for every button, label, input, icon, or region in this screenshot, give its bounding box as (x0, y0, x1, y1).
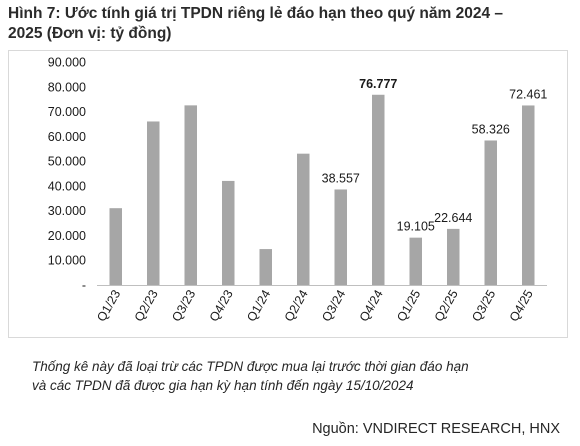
chart-title-line-1: Hình 7: Ước tính giá trị TPDN riêng lẻ đ… (8, 5, 503, 22)
x-tick-label: Q3/24 (319, 287, 348, 324)
x-tick-label: Q2/24 (282, 287, 311, 324)
x-tick-label: Q4/23 (207, 287, 236, 324)
x-tick-label: Q4/24 (357, 287, 386, 324)
bar-q3-24 (334, 189, 347, 285)
y-tick-label: 90.000 (48, 56, 86, 70)
y-tick-label: 80.000 (48, 80, 86, 94)
bar-q4-23 (222, 180, 235, 285)
data-label: 19.105 (397, 220, 435, 234)
x-tick-label: Q1/25 (394, 287, 423, 324)
y-tick-label: - (82, 279, 86, 293)
bar-q2-24 (297, 153, 310, 285)
chart-note: Thống kê này đã loại trừ các TPDN được m… (32, 357, 469, 395)
source-credit: Nguồn: VNDIRECT RESEARCH, HNX (312, 421, 560, 437)
bar-q3-23 (184, 105, 197, 285)
y-tick-label: 70.000 (48, 105, 86, 119)
chart-title-line-2: 2025 (Đơn vị: tỷ đồng) (8, 25, 172, 42)
bar-q4-24 (372, 94, 385, 285)
chart-frame (8, 50, 568, 338)
bar-q1-25 (409, 237, 422, 285)
x-tick-label: Q1/23 (94, 287, 123, 324)
x-tick-label: Q4/25 (507, 287, 536, 324)
y-tick-label: 20.000 (48, 229, 86, 243)
y-tick-label: 10.000 (48, 254, 86, 268)
bar-q1-24 (259, 249, 272, 285)
chart-note-line-1: Thống kê này đã loại trừ các TPDN được m… (32, 359, 469, 374)
y-tick-label: 60.000 (48, 130, 86, 144)
y-tick-label: 50.000 (48, 155, 86, 169)
x-tick-label: Q1/24 (244, 287, 273, 324)
y-tick-label: 40.000 (48, 179, 86, 193)
x-tick-label: Q2/23 (132, 287, 161, 324)
bar-q2-23 (147, 121, 160, 285)
y-tick-label: 30.000 (48, 204, 86, 218)
bar-q4-25 (522, 105, 535, 286)
bar-q3-25 (484, 140, 497, 285)
data-label: 22.644 (434, 211, 472, 225)
data-label: 76.777 (359, 77, 397, 91)
data-label: 38.557 (322, 171, 360, 185)
x-tick-label: Q3/23 (169, 287, 198, 324)
x-tick-label: Q2/25 (432, 287, 461, 324)
bar-q2-25 (447, 228, 460, 285)
chart-title: Hình 7: Ước tính giá trị TPDN riêng lẻ đ… (8, 4, 574, 44)
data-label: 72.461 (509, 87, 547, 101)
chart-note-line-2: và các TPDN đã được gia hạn kỳ hạn tính … (32, 378, 414, 393)
bar-q1-23 (109, 208, 122, 285)
x-tick-label: Q3/25 (469, 287, 498, 324)
data-label: 58.326 (472, 122, 510, 136)
